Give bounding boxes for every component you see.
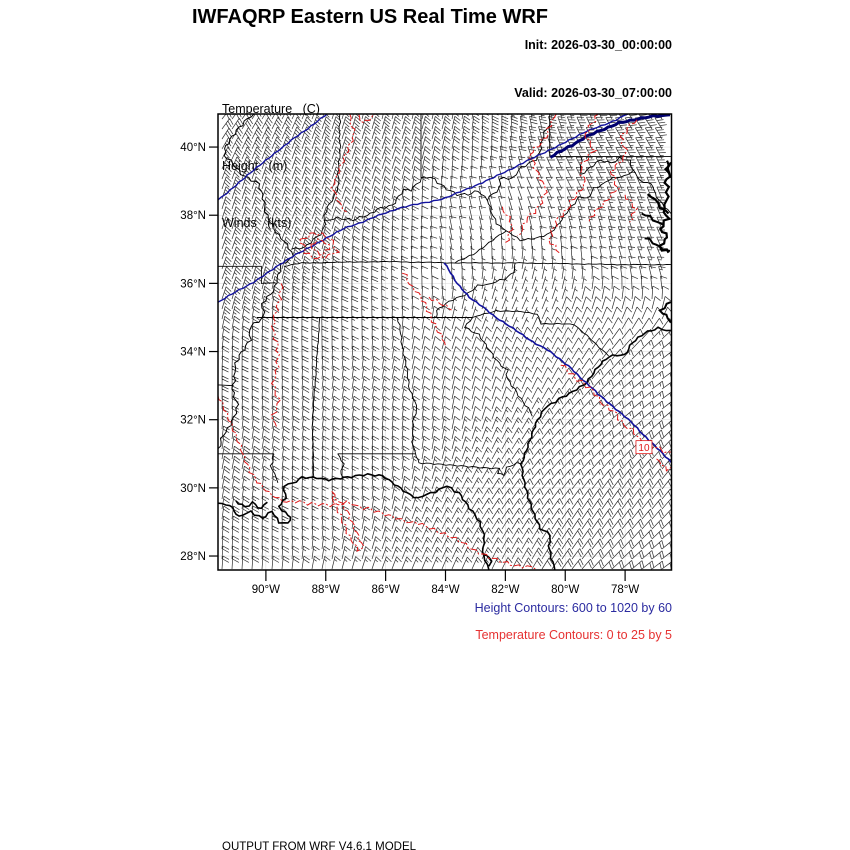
state-borders xyxy=(218,114,672,483)
height-contours-legend: Height Contours: 600 to 1020 by 60 xyxy=(474,601,672,615)
temperature-contours-legend: Temperature Contours: 0 to 25 by 5 xyxy=(475,628,672,642)
lat-tick-label: 38°N xyxy=(180,210,206,222)
valid-time-label: Valid: 2026-03-30_07:00:00 xyxy=(514,86,672,100)
lat-tick-label: 30°N xyxy=(180,483,206,495)
svg-text:10: 10 xyxy=(638,443,650,454)
lat-tick-label: 36°N xyxy=(180,278,206,290)
lon-tick-label: 82°W xyxy=(491,584,519,596)
page-title: IWFAQRP Eastern US Real Time WRF xyxy=(191,6,549,28)
wind-barbs xyxy=(221,114,672,570)
height-contours xyxy=(218,114,672,463)
footer-block: OUTPUT FROM WRF V4.6.1 MODEL WE = 1000 ;… xyxy=(222,812,697,850)
lat-tick-label: 34°N xyxy=(180,347,206,359)
map-frame xyxy=(217,113,673,571)
longitude-labels: 90°W 88°W 86°W 84°W 82°W 80°W 78°W xyxy=(252,584,640,596)
temperature-contours xyxy=(218,114,672,570)
latitude-labels: 40°N 38°N 36°N 34°N 32°N 30°N 28°N xyxy=(180,142,206,563)
chesapeake-waterways xyxy=(641,160,672,324)
map-inner: 10 xyxy=(218,114,672,570)
lon-tick-label: 86°W xyxy=(372,584,400,596)
coastline xyxy=(218,326,671,570)
lon-tick-label: 90°W xyxy=(252,584,280,596)
lat-tick-label: 32°N xyxy=(180,415,206,427)
lon-tick-label: 88°W xyxy=(312,584,340,596)
lat-tick-label: 40°N xyxy=(180,142,206,154)
init-time-label: Init: 2026-03-30_00:00:00 xyxy=(524,38,672,52)
init-valid-block: Init: 2026-03-30_00:00:00 Valid: 2026-03… xyxy=(514,5,672,133)
contour-label: 10 xyxy=(635,440,653,454)
lon-tick-label: 78°W xyxy=(611,584,639,596)
axis-ticks xyxy=(209,146,626,581)
lon-tick-label: 80°W xyxy=(551,584,579,596)
lat-tick-label: 28°N xyxy=(180,551,206,563)
model-output-line: OUTPUT FROM WRF V4.6.1 MODEL xyxy=(222,841,417,850)
lon-tick-label: 84°W xyxy=(431,584,459,596)
temperature-variable-label: Temperature (C) xyxy=(222,102,320,116)
